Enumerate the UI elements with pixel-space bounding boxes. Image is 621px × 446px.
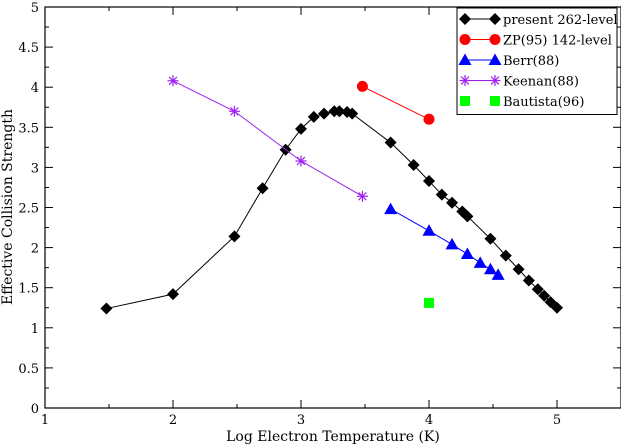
x-axis-label: Log Electron Temperature (K) xyxy=(226,429,440,445)
x-tick-label: 2 xyxy=(169,413,177,428)
y-tick-label: 1.5 xyxy=(18,282,39,297)
x-tick-label: 4 xyxy=(425,413,433,428)
data-point xyxy=(167,288,179,301)
data-point xyxy=(488,53,502,65)
series xyxy=(424,297,434,308)
data-point xyxy=(356,80,368,92)
series-line xyxy=(362,85,430,120)
y-tick-label: 3 xyxy=(31,161,39,176)
data-point xyxy=(544,296,557,309)
data-point xyxy=(228,230,241,243)
data-point xyxy=(167,75,179,87)
data-point xyxy=(551,301,563,314)
legend-label: Bautista(96) xyxy=(503,95,584,110)
data-point xyxy=(346,107,359,120)
series xyxy=(384,202,505,280)
legend-item: ZP(95) 142-level xyxy=(459,34,612,49)
data-point xyxy=(423,113,435,125)
data-point xyxy=(318,107,331,120)
data-point xyxy=(228,105,240,117)
legend-item: Bautista(96) xyxy=(460,95,584,110)
data-point xyxy=(491,268,505,280)
legend-label: present 262-level xyxy=(503,13,618,28)
data-point xyxy=(422,224,436,236)
y-tick-label: 2 xyxy=(31,242,39,257)
legend-item: Keenan(88) xyxy=(459,75,579,90)
data-point xyxy=(407,158,420,171)
data-point xyxy=(384,136,397,149)
series xyxy=(356,80,435,125)
y-axis-label: Effective Collision Strength xyxy=(0,109,16,305)
data-point xyxy=(435,188,448,201)
y-tick-label: 4.5 xyxy=(18,41,39,56)
data-point xyxy=(458,53,472,65)
data-point xyxy=(512,263,525,276)
data-point xyxy=(483,262,497,275)
x-tick-label: 3 xyxy=(297,413,305,428)
data-point xyxy=(384,202,398,215)
y-tick-label: 3.5 xyxy=(18,121,39,136)
data-point xyxy=(459,13,471,25)
data-point xyxy=(460,247,474,260)
data-point xyxy=(459,34,471,45)
y-tick-label: 0.5 xyxy=(18,362,39,377)
data-point xyxy=(484,232,497,245)
y-tick-label: 4 xyxy=(31,81,39,96)
legend: present 262-level ZP(95) 142-level Berr(88… xyxy=(456,7,618,115)
star-stroke xyxy=(460,76,470,85)
data-point xyxy=(538,289,551,302)
data-point xyxy=(307,110,320,123)
data-point xyxy=(256,182,269,195)
x-tick-label: 1 xyxy=(41,413,49,428)
data-point xyxy=(499,249,512,262)
legend-item: present 262-level xyxy=(459,13,618,28)
data-point xyxy=(522,274,535,287)
x-tick-label: 5 xyxy=(553,413,561,428)
star-stroke xyxy=(490,76,500,85)
legend-item: Berr(88) xyxy=(458,53,559,69)
data-point xyxy=(333,105,346,118)
y-tick-label: 0 xyxy=(31,402,39,417)
data-point xyxy=(461,210,474,223)
data-point xyxy=(489,34,501,45)
series-layer xyxy=(100,75,563,315)
data-point xyxy=(423,175,435,188)
data-point xyxy=(445,237,459,250)
star-stroke xyxy=(168,76,178,86)
series-line xyxy=(172,80,363,197)
star-stroke xyxy=(296,156,306,166)
legend-label: ZP(95) 142-level xyxy=(503,34,612,49)
y-tick-label: 5 xyxy=(31,1,39,16)
data-point xyxy=(473,256,487,268)
y-tick-label: 2.5 xyxy=(18,202,39,217)
data-point xyxy=(356,190,368,202)
data-point xyxy=(446,196,459,209)
star-stroke xyxy=(230,106,239,116)
star-stroke xyxy=(358,191,367,201)
axes: 1 2 3 4 5 0 0.5 1 1.5 2 2.5 3 3.5 4 4.5 5 xyxy=(18,1,621,428)
data-point xyxy=(460,96,470,106)
data-point xyxy=(489,75,501,86)
data-point xyxy=(490,96,500,106)
y-tick-label: 1 xyxy=(31,322,39,337)
data-point xyxy=(295,155,307,167)
legend-label: Keenan(88) xyxy=(503,75,579,90)
data-point xyxy=(295,122,307,135)
data-point xyxy=(489,13,501,25)
data-point xyxy=(424,297,434,308)
data-point xyxy=(100,302,113,315)
series-line xyxy=(106,110,558,310)
data-point xyxy=(459,75,471,86)
series xyxy=(167,75,368,202)
data-point xyxy=(531,283,544,296)
legend-box xyxy=(456,7,618,115)
series xyxy=(100,105,563,315)
legend-label: Berr(88) xyxy=(503,54,559,69)
